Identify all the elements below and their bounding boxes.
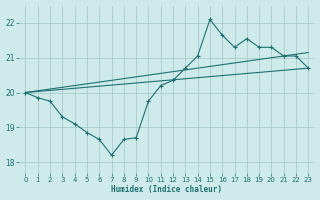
X-axis label: Humidex (Indice chaleur): Humidex (Indice chaleur) xyxy=(111,185,222,194)
